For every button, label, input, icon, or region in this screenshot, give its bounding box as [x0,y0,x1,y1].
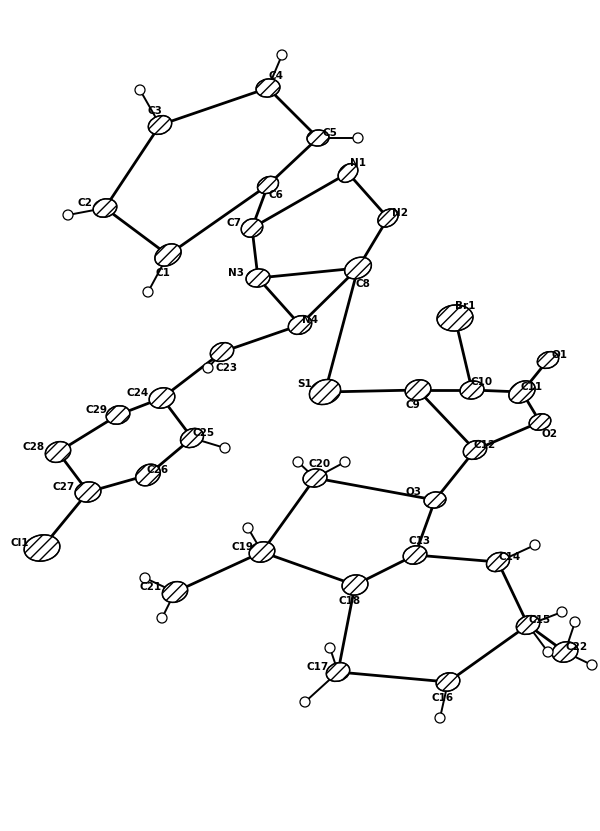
Ellipse shape [344,257,371,279]
Circle shape [277,50,287,60]
Ellipse shape [163,582,188,602]
Ellipse shape [552,642,578,662]
Circle shape [587,660,597,670]
Ellipse shape [181,429,203,448]
Text: C12: C12 [474,440,496,450]
Circle shape [203,363,213,373]
Ellipse shape [405,380,431,401]
Circle shape [340,457,350,467]
Ellipse shape [326,662,350,681]
Text: O2: O2 [542,429,558,439]
Ellipse shape [342,575,368,595]
Text: C1: C1 [155,268,170,278]
Ellipse shape [436,673,460,691]
Circle shape [353,133,363,143]
Text: C27: C27 [53,482,75,492]
Text: C8: C8 [356,279,370,289]
Text: C22: C22 [566,642,588,652]
Ellipse shape [487,553,509,572]
Text: C4: C4 [269,71,284,81]
Text: C16: C16 [432,693,454,703]
Text: C18: C18 [339,596,361,606]
Text: C24: C24 [127,388,149,398]
Ellipse shape [155,243,181,266]
Text: O1: O1 [552,350,568,360]
Text: Cl1: Cl1 [11,538,29,548]
Ellipse shape [246,269,270,287]
Text: C28: C28 [23,442,45,452]
Ellipse shape [463,440,487,460]
Text: O3: O3 [405,487,421,497]
Ellipse shape [538,352,559,368]
Text: C9: C9 [406,400,421,410]
Circle shape [300,697,310,707]
Circle shape [63,210,73,220]
Text: C19: C19 [231,542,253,552]
Circle shape [140,573,150,583]
Text: N4: N4 [302,315,318,325]
Ellipse shape [46,441,71,462]
Text: C7: C7 [227,218,241,228]
Ellipse shape [509,381,535,403]
Circle shape [143,287,153,297]
Ellipse shape [424,492,446,508]
Text: C2: C2 [77,198,92,208]
Ellipse shape [460,381,484,399]
Text: C20: C20 [309,459,331,469]
Ellipse shape [136,465,160,486]
Text: C11: C11 [521,382,543,392]
Ellipse shape [257,176,278,194]
Text: N2: N2 [392,208,408,218]
Text: C25: C25 [193,428,215,438]
Text: C17: C17 [307,662,329,672]
Text: C14: C14 [499,552,521,562]
Circle shape [243,523,253,533]
Circle shape [135,85,145,95]
Ellipse shape [256,79,280,97]
Text: C23: C23 [216,363,238,373]
Circle shape [325,643,335,653]
Text: C21: C21 [140,582,162,592]
Text: N3: N3 [228,268,244,278]
Text: C29: C29 [85,405,107,415]
Ellipse shape [517,616,539,634]
Ellipse shape [529,414,551,430]
Circle shape [557,607,567,617]
Circle shape [293,457,303,467]
Ellipse shape [75,482,101,502]
Circle shape [570,617,580,627]
Text: S1: S1 [298,379,313,389]
Ellipse shape [303,469,327,487]
Ellipse shape [211,342,233,361]
Ellipse shape [437,305,473,331]
Circle shape [435,713,445,723]
Ellipse shape [249,542,275,563]
Text: C6: C6 [269,190,283,200]
Text: C26: C26 [147,465,169,475]
Ellipse shape [93,199,117,217]
Text: C10: C10 [471,377,493,387]
Circle shape [157,613,167,623]
Text: Br1: Br1 [455,301,475,311]
Ellipse shape [378,209,398,227]
Ellipse shape [403,546,427,564]
Ellipse shape [310,380,341,405]
Ellipse shape [149,388,175,408]
Ellipse shape [241,219,263,238]
Ellipse shape [148,116,172,135]
Text: C15: C15 [529,615,551,625]
Ellipse shape [106,406,130,425]
Circle shape [220,443,230,453]
Circle shape [543,647,553,657]
Text: C3: C3 [148,106,163,116]
Ellipse shape [338,164,358,182]
Text: C13: C13 [409,536,431,546]
Ellipse shape [24,535,60,561]
Text: N1: N1 [350,158,366,168]
Circle shape [530,540,540,550]
Ellipse shape [289,316,311,334]
Text: C5: C5 [323,128,337,138]
Ellipse shape [307,130,329,146]
